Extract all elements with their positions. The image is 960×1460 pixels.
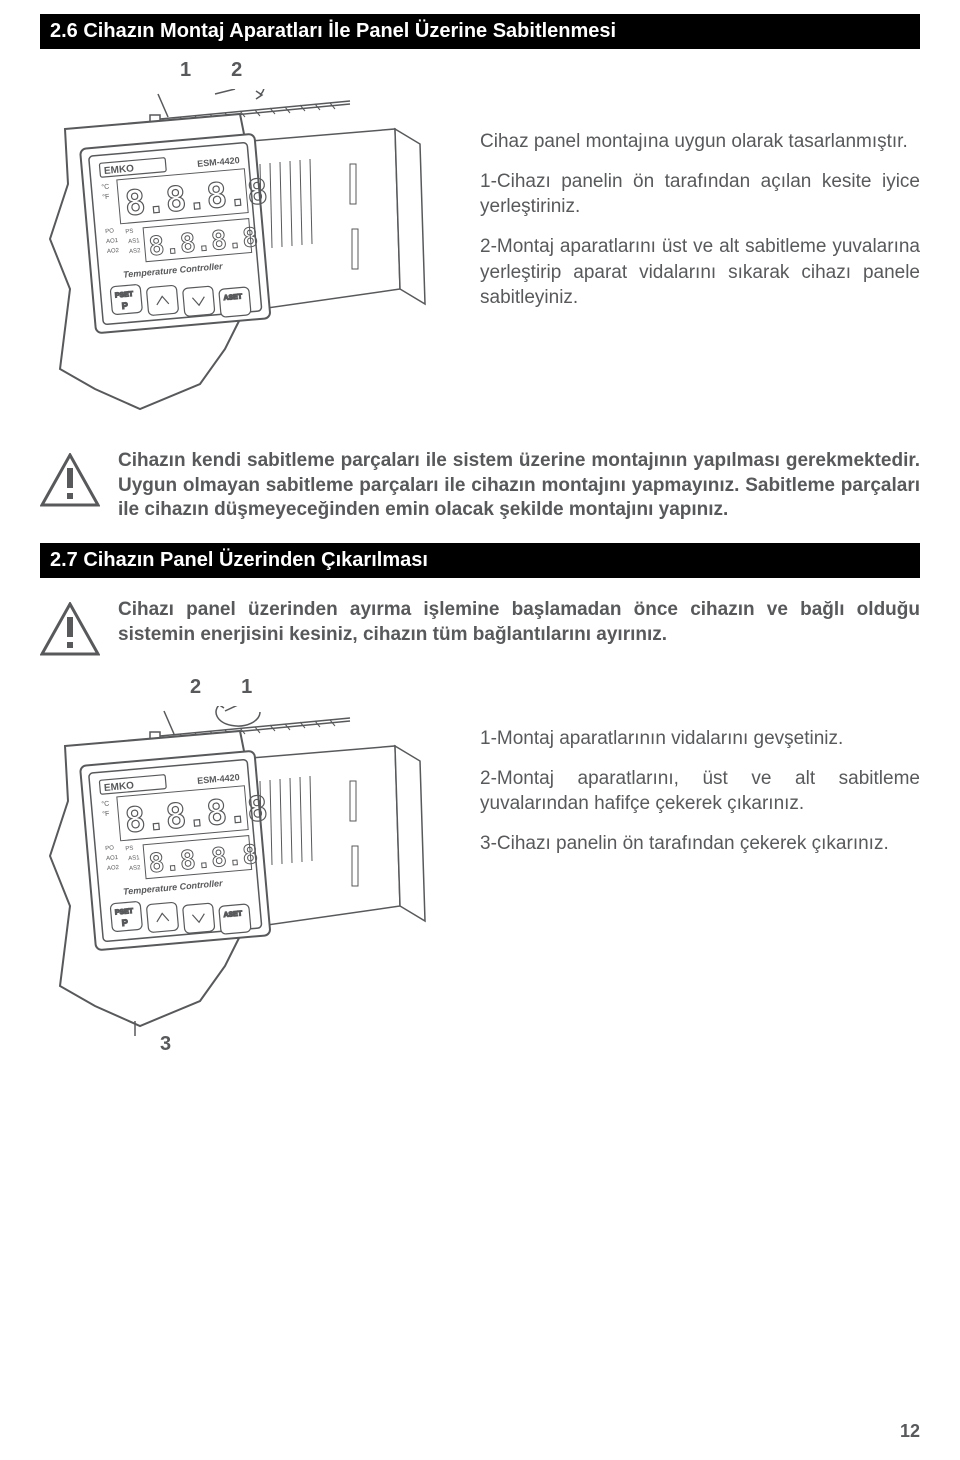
svg-text:AS2: AS2 (129, 865, 141, 872)
svg-text:AS1: AS1 (128, 238, 140, 245)
warning-26: Cihazın kendi sabitleme parçaları ile si… (40, 449, 920, 523)
svg-text:°C: °C (101, 800, 110, 809)
svg-text:°F: °F (102, 193, 110, 202)
device-diagram-27: 2 1 (40, 676, 460, 1066)
para-27-2: 2-Montaj aparatlarını, üst ve alt sabitl… (480, 766, 920, 817)
svg-text:PO: PO (105, 228, 114, 235)
svg-text:PS: PS (125, 846, 134, 853)
svg-text:AS2: AS2 (129, 248, 141, 255)
warning-icon (40, 602, 100, 656)
device-illustration: EMKO ESM-4420 °C °F PO PS AO1 AS1 AO2 AS… (40, 89, 460, 419)
para-27-3: 3-Cihazı panelin ön tarafından çekerek ç… (480, 831, 920, 857)
svg-text:AO1: AO1 (106, 855, 119, 862)
para-26-2: 1-Cihazı panelin ön tarafından açılan ke… (480, 169, 920, 220)
text-block-27: 1-Montaj aparatlarının vidalarını gevşet… (460, 676, 920, 871)
svg-text:°C: °C (101, 183, 110, 192)
svg-text:P: P (121, 300, 128, 310)
text-block-26: Cihaz panel montajına uygun olarak tasar… (460, 59, 920, 325)
para-26-3: 2-Montaj aparatlarını üst ve alt sabitle… (480, 234, 920, 311)
svg-text:P: P (121, 918, 128, 928)
para-26-1: Cihaz panel montajına uygun olarak tasar… (480, 129, 920, 155)
callout-2b: 2 (190, 676, 201, 699)
svg-text:°F: °F (102, 810, 110, 819)
device-illustration-27: EMKO ESM-4420 °C °F PO PS AO1 AS1 AO2 AS… (40, 706, 460, 1036)
section-title-26: 2.6 Cihazın Montaj Aparatları İle Panel … (40, 14, 920, 49)
warning-text-26: Cihazın kendi sabitleme parçaları ile si… (118, 449, 920, 523)
svg-text:AO2: AO2 (107, 248, 120, 255)
warning-text-27: Cihazı panel üzerinden ayırma işlemine b… (118, 598, 920, 647)
figure-26: 1 2 (40, 59, 920, 419)
callout-2: 2 (231, 59, 242, 82)
para-27-1: 1-Montaj aparatlarının vidalarını gevşet… (480, 726, 920, 752)
svg-text:AS1: AS1 (128, 855, 140, 862)
warning-icon (40, 453, 100, 507)
svg-text:PO: PO (105, 845, 114, 852)
svg-text:AO2: AO2 (107, 865, 120, 872)
figure-27: 2 1 (40, 676, 920, 1066)
callout-1: 1 (180, 59, 191, 82)
svg-text:PS: PS (125, 229, 134, 236)
device-diagram-26: 1 2 (40, 59, 460, 419)
page-number: 12 (900, 1421, 920, 1442)
svg-text:AO1: AO1 (106, 238, 119, 245)
warning-27: Cihazı panel üzerinden ayırma işlemine b… (40, 598, 920, 656)
callout-3: 3 (160, 1033, 171, 1056)
section-title-27: 2.7 Cihazın Panel Üzerinden Çıkarılması (40, 543, 920, 578)
callout-1b: 1 (241, 676, 252, 699)
